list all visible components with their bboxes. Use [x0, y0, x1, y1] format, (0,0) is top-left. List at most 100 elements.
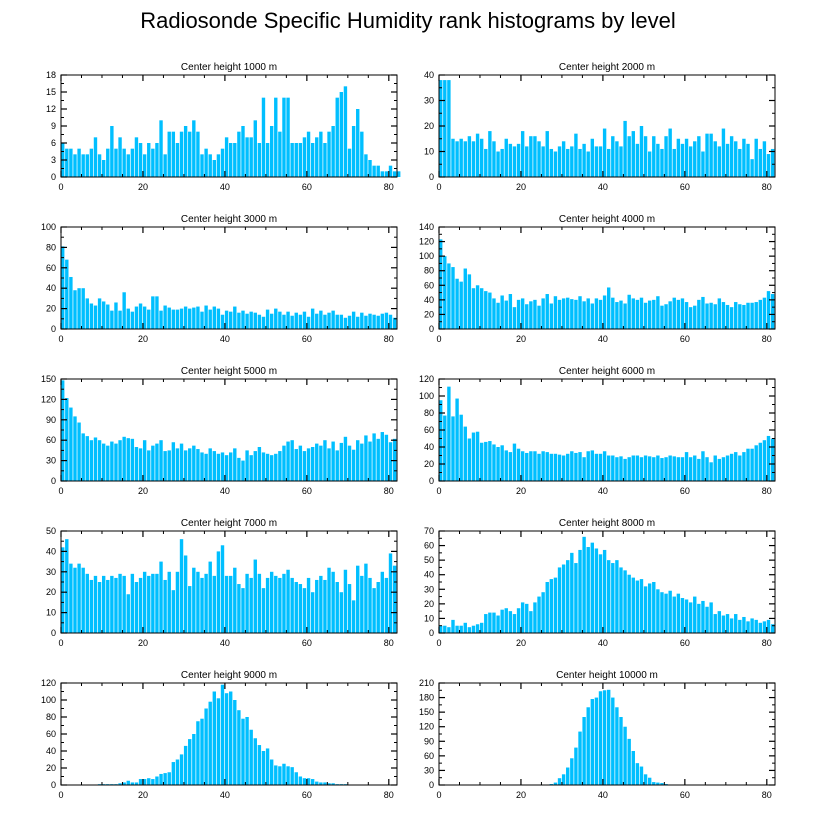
panel-10-bar: [557, 778, 562, 785]
panel-1-bar: [147, 143, 151, 177]
panel-7-bar: [224, 575, 229, 633]
panel-10-xtick-label: 80: [762, 790, 772, 800]
panel-1-bar: [241, 126, 245, 177]
panel-4-bar: [492, 298, 496, 329]
panel-8-bar: [479, 622, 484, 633]
panel-8-bar: [693, 596, 697, 633]
panel-9-bar: [196, 721, 200, 785]
panel-3-xtick-label: 60: [302, 334, 312, 344]
panel-1-bar: [212, 160, 217, 177]
panel-1-bar: [110, 126, 114, 177]
panel-8-bar: [545, 582, 549, 633]
panel-6-ytick-label: 40: [424, 442, 434, 452]
panel-8-bar: [512, 614, 517, 633]
panel-4-ytick-label: 20: [424, 309, 434, 319]
panel-5-bar: [380, 432, 385, 481]
panel-4-bar: [676, 299, 681, 329]
panel-2-bar: [561, 141, 566, 177]
panel-4-ytick-label: 0: [429, 324, 434, 334]
panel-7-bar: [142, 571, 147, 633]
panel-6-ytick-label: 60: [424, 425, 434, 435]
panel-3-bar: [335, 314, 339, 329]
panel-2-bar: [557, 146, 562, 177]
panel-3-bar: [392, 317, 397, 329]
panel-6-bar: [672, 456, 676, 481]
panel-10-ytick-label: 0: [429, 780, 434, 790]
panel-9-bar: [118, 783, 122, 785]
panel-8-bar: [561, 564, 566, 633]
panel-7-bar: [278, 577, 282, 633]
panel-7-bar: [233, 567, 237, 633]
panel-9-bar: [274, 765, 278, 785]
panel-2-bar: [439, 80, 443, 177]
panel-3-ytick-label: 20: [46, 304, 56, 314]
panel-4-bar: [574, 299, 578, 329]
panel-1-bar: [306, 131, 311, 177]
panel-10-xtick-label: 0: [436, 790, 441, 800]
panel-6-bar: [439, 400, 443, 481]
panel-2-bar: [455, 141, 459, 177]
panel-10-bar: [570, 758, 574, 785]
panel-6-bar: [525, 452, 529, 481]
panel-5-xtick-label: 0: [58, 486, 63, 496]
panel-3-bar: [376, 315, 380, 329]
panel-3-bar: [323, 314, 327, 329]
panel-10-bar: [619, 717, 623, 785]
panel-6-bar: [578, 452, 582, 481]
panel-4-bar: [602, 295, 607, 329]
panel-3-xtick-label: 0: [58, 334, 63, 344]
panel-2-bar: [701, 151, 705, 177]
panel-3-bar: [253, 312, 257, 329]
panel-3-bar: [368, 313, 372, 329]
panel-8-bar: [725, 614, 730, 633]
panel-6-bar: [742, 452, 746, 481]
panel-7-bar: [343, 569, 348, 633]
panel-8-ytick-label: 70: [424, 526, 434, 536]
panel-1-bar: [233, 143, 237, 177]
panel-5-bar: [372, 433, 376, 481]
panel-1-ytick-label: 15: [46, 87, 56, 97]
panel-4-bar: [688, 307, 693, 329]
panel-3-bar: [229, 311, 233, 329]
panel-7-bar: [179, 539, 184, 633]
panel-4-bar: [455, 278, 459, 329]
panel-9-xtick-label: 40: [220, 790, 230, 800]
panel-1-bar: [388, 165, 393, 177]
panel-7-bar: [335, 582, 339, 633]
panel-8-bar: [688, 602, 693, 633]
panel-6-bar: [656, 455, 660, 481]
panel-3-bar: [327, 312, 331, 329]
panel-9-bar: [269, 759, 274, 785]
panel-1-bar: [351, 126, 356, 177]
panel-1-bar: [339, 92, 344, 177]
panel-9-bar: [327, 783, 331, 785]
panel-8-bar: [471, 625, 476, 633]
panel-6-bar: [660, 458, 664, 481]
panel-10-bar: [582, 717, 586, 785]
panel-3-bar: [69, 276, 73, 329]
panel-8-bar: [598, 554, 603, 633]
panel-5-bar: [388, 442, 393, 481]
panel-1-ytick-label: 9: [51, 121, 56, 131]
panel-6-bar: [762, 440, 767, 481]
panel-9-xtick-label: 20: [138, 790, 148, 800]
panel-2-bar: [746, 143, 750, 177]
panel-6-bar: [701, 451, 705, 481]
panel-5-bar: [315, 443, 319, 481]
panel-7-ytick-label: 0: [51, 628, 56, 638]
panel-4-bar: [623, 303, 627, 329]
panel-1-bar: [196, 131, 200, 177]
panel-5-bar: [179, 443, 184, 481]
panel-1-ytick-label: 3: [51, 155, 56, 165]
panel-8-bar: [500, 609, 504, 633]
panel-7-bar: [368, 577, 372, 633]
panel-5-bar: [126, 438, 130, 481]
panel-7-bar: [122, 575, 126, 633]
panel-9-bar: [265, 748, 270, 785]
panel-5-bar: [241, 460, 245, 481]
panel-6-bar: [459, 414, 463, 481]
panel-3-bar: [122, 292, 126, 329]
panel-1-ytick-label: 6: [51, 138, 56, 148]
panel-4-bar: [615, 302, 619, 329]
panel-2-bar: [754, 138, 758, 177]
